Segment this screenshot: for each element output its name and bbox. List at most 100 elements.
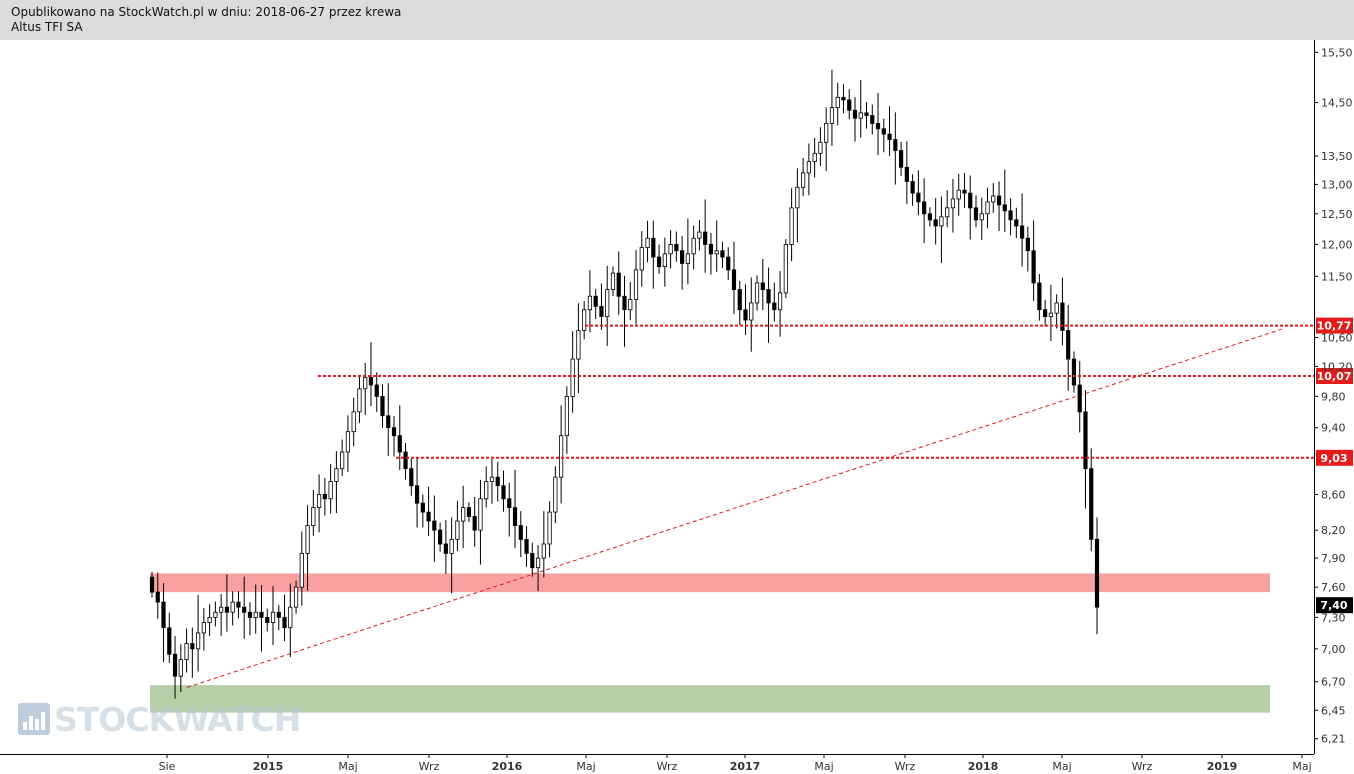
x-tick-label: Wrz (895, 760, 916, 773)
candle (317, 474, 322, 533)
candle-body (184, 643, 189, 661)
candle (190, 627, 195, 678)
chart-header: Opublikowano na StockWatch.pl w dniu: 20… (0, 0, 1354, 40)
candle (570, 331, 575, 413)
candle (1071, 351, 1077, 393)
candle (1031, 220, 1036, 301)
candle-body (489, 476, 495, 482)
candle (973, 195, 979, 228)
candle-body (945, 207, 950, 218)
candle-body (535, 557, 541, 569)
candle-body (368, 377, 374, 386)
candle-body (570, 358, 575, 397)
candle-body (847, 99, 852, 111)
candle-body (962, 189, 967, 194)
candle-body (922, 201, 927, 215)
candle-body (253, 611, 258, 618)
candle-body (576, 330, 581, 360)
candle-body (656, 256, 662, 268)
candle (512, 469, 518, 549)
candle-body (178, 659, 183, 677)
candle-body (466, 507, 472, 517)
candle (720, 241, 725, 268)
candle-body (172, 653, 178, 677)
candle-body (605, 289, 610, 317)
x-tick-label: 2016 (492, 760, 523, 773)
candle-body (1019, 225, 1025, 239)
level-label: 10,07 (1317, 370, 1352, 383)
candle-body (403, 451, 408, 470)
candle (443, 520, 448, 574)
y-tick-label: 13,00 (1321, 178, 1353, 191)
candle-body (956, 189, 961, 200)
candle (311, 489, 316, 536)
candle-body (282, 616, 287, 629)
candle (207, 604, 212, 636)
x-tick-label: Maj (814, 760, 833, 773)
candle-body (195, 632, 201, 650)
candle (1066, 305, 1071, 391)
candle-body (219, 606, 224, 613)
candle-body (881, 128, 886, 135)
candle-body (973, 207, 979, 221)
candle (270, 586, 276, 646)
candle (351, 397, 356, 447)
candle-body (777, 292, 783, 311)
candle (253, 584, 258, 634)
candle-body (737, 289, 742, 311)
candle (841, 84, 846, 114)
instrument-name: Altus TFI SA (11, 20, 83, 34)
candle-body (380, 396, 385, 417)
y-tick-label: 7,00 (1321, 643, 1346, 656)
candle-body (835, 96, 840, 109)
candle (587, 270, 593, 333)
candle-body (628, 299, 633, 311)
candle (910, 174, 915, 206)
candle (524, 526, 529, 567)
candle (852, 97, 858, 142)
candle-body (916, 192, 921, 203)
candle-body (334, 468, 339, 482)
last-price-box (1316, 597, 1353, 614)
stockwatch-watermark: STOCKWATCH (18, 700, 301, 739)
candle-body (841, 96, 846, 101)
candle (472, 496, 477, 547)
candle-body (374, 384, 379, 397)
candle-body (1008, 210, 1013, 221)
candle-body (1043, 309, 1048, 317)
candle (357, 375, 362, 423)
candle (1060, 277, 1065, 346)
candle (224, 574, 230, 632)
candle-body (276, 611, 281, 618)
candle (726, 247, 731, 280)
candle (374, 372, 379, 412)
candle (334, 451, 339, 514)
y-tick-label: 13,50 (1321, 150, 1353, 163)
candle-body (432, 520, 437, 531)
trendline-layer (187, 328, 1283, 688)
candle (1025, 226, 1030, 272)
level-label-box (1316, 449, 1353, 466)
candle (605, 265, 610, 346)
candle-body (1077, 384, 1082, 413)
candle (1094, 517, 1100, 635)
candle-body (420, 502, 425, 513)
candle (754, 275, 760, 311)
y-tick-label: 12,00 (1321, 238, 1353, 251)
candle-body (893, 139, 898, 151)
candle (731, 241, 737, 314)
candle (1077, 361, 1082, 433)
candle (242, 576, 247, 639)
candle-body (703, 231, 708, 245)
candle (478, 479, 483, 565)
candle-body (829, 107, 835, 124)
candle-body (639, 247, 644, 271)
candle-body (288, 606, 293, 629)
candle-body (155, 591, 160, 603)
candle (155, 572, 160, 619)
candle-body (478, 498, 483, 531)
candle (703, 199, 708, 273)
candle-body (979, 213, 984, 221)
candle-body (461, 507, 466, 522)
candle-body (530, 552, 535, 569)
